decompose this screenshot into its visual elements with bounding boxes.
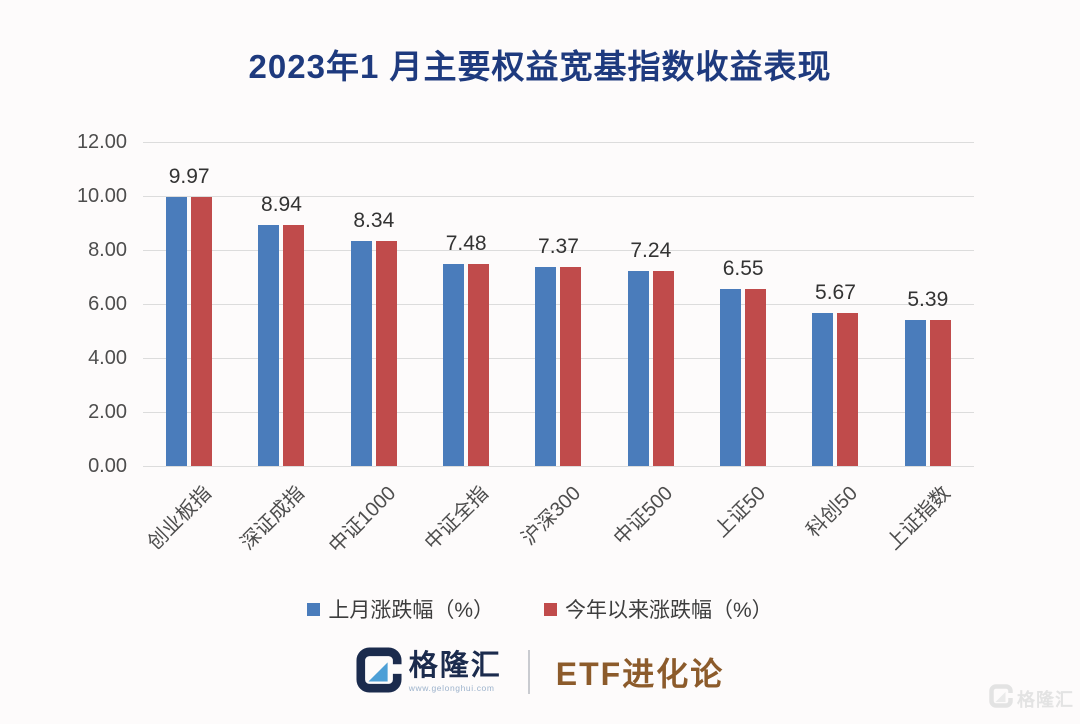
x-axis-category-label: 中证500 <box>610 482 678 550</box>
bar-ytd <box>745 289 767 466</box>
bar-group: 5.67 科创50 <box>789 142 881 542</box>
gridline <box>143 411 974 413</box>
x-axis-category-label: 沪深300 <box>517 482 586 550</box>
y-axis-tick-label: 4.00 <box>88 347 127 369</box>
x-axis-category-label: 创业板指 <box>143 482 216 555</box>
x-axis-category-label: 中证1000 <box>325 482 401 558</box>
bar-value-label: 6.55 <box>722 257 764 281</box>
y-axis-tick-label: 0.00 <box>88 455 127 477</box>
bar-ytd <box>837 312 859 466</box>
bar-value-label: 5.67 <box>815 280 856 304</box>
y-axis-tick-label: 6.00 <box>88 293 127 315</box>
bar-ytd <box>375 240 397 466</box>
bar-ytd <box>468 264 490 466</box>
bar-value-label: 5.39 <box>907 288 949 312</box>
legend-label-ytd: 今年以来涨跌幅（%） <box>565 599 773 622</box>
x-axis-category-label: 科创50 <box>802 482 863 542</box>
bar-group: 9.97 创业板指 <box>143 142 235 555</box>
bar-value-label: 9.97 <box>168 164 210 188</box>
bar-ytd <box>652 270 674 466</box>
gridline <box>143 465 974 467</box>
product-name: ETF进化论 <box>555 656 725 692</box>
watermark-g-icon <box>989 684 1013 713</box>
bar-group: 8.94 深证成指 <box>235 142 327 555</box>
bar-last-month <box>904 320 926 466</box>
bar-value-label: 7.24 <box>630 238 672 262</box>
bar-value-label: 7.37 <box>538 235 579 259</box>
bar-chart-plot-area: 0.00 2.00 4.00 6.00 8.00 10.00 12.00 9.97 创业板指 8.… <box>77 131 974 558</box>
bar-group: 7.37 沪深300 <box>512 142 604 550</box>
legend-swatch-blue <box>307 602 321 616</box>
chart-title: 2023年1 月主要权益宽基指数收益表现 <box>248 48 832 85</box>
gridline <box>143 249 974 251</box>
bar-group: 8.34 中证1000 <box>325 142 420 558</box>
brand-footer: 格隆汇 www.gelonghui.com ETF进化论 <box>0 644 1080 700</box>
chart-legend: 上月涨跌幅（%） 今年以来涨跌幅（%） <box>0 594 1080 624</box>
bar-last-month <box>443 264 465 466</box>
footer-divider <box>527 650 530 694</box>
bar-last-month <box>812 312 834 466</box>
gridline <box>143 195 974 197</box>
x-axis-category-label: 上证50 <box>710 482 770 542</box>
legend-label-last-month: 上月涨跌幅（%） <box>328 599 494 622</box>
bar-group: 6.55 上证50 <box>697 142 789 542</box>
bar-last-month <box>258 224 280 466</box>
bar-group: 7.48 中证全指 <box>420 142 512 554</box>
bar-value-label: 8.34 <box>353 208 395 232</box>
y-axis-tick-label: 10.00 <box>76 185 127 207</box>
y-axis-tick-label: 12.00 <box>76 131 127 153</box>
bar-value-label: 8.94 <box>261 192 302 216</box>
gelonghui-g-icon <box>356 646 402 698</box>
bar-ytd <box>283 224 305 466</box>
x-axis-category-label: 中证全指 <box>420 482 493 555</box>
bar-ytd <box>929 320 951 466</box>
gridline <box>143 303 974 305</box>
bar-last-month <box>720 289 742 466</box>
legend-entry-last-month: 上月涨跌幅（%） <box>307 594 494 624</box>
y-axis-tick-label: 8.00 <box>88 239 127 261</box>
bar-value-label: 7.48 <box>445 232 487 256</box>
watermark-logo: 格隆汇 <box>989 684 1074 713</box>
bar-ytd <box>191 196 213 466</box>
gelonghui-logo: 格隆汇 www.gelonghui.com <box>356 646 502 698</box>
legend-swatch-red <box>544 602 557 616</box>
bar-group: 5.39 上证指数 <box>882 142 974 554</box>
watermark-text: 格隆汇 <box>1017 689 1074 710</box>
y-axis-tick-label: 2.00 <box>88 401 127 423</box>
bar-last-month <box>350 240 372 466</box>
gridline <box>143 141 974 143</box>
brand-url: www.gelonghui.com <box>408 682 495 693</box>
x-axis-category-label: 深证成指 <box>236 482 309 555</box>
gridline <box>143 357 974 359</box>
bar-last-month <box>627 270 649 466</box>
legend-entry-ytd: 今年以来涨跌幅（%） <box>544 594 773 624</box>
bar-last-month <box>535 267 557 466</box>
bar-last-month <box>166 196 188 466</box>
bar-ytd <box>560 267 582 466</box>
bar-group: 7.24 中证500 <box>605 142 697 550</box>
x-axis-category-label: 上证指数 <box>882 482 955 555</box>
brand-name: 格隆汇 <box>408 649 502 682</box>
